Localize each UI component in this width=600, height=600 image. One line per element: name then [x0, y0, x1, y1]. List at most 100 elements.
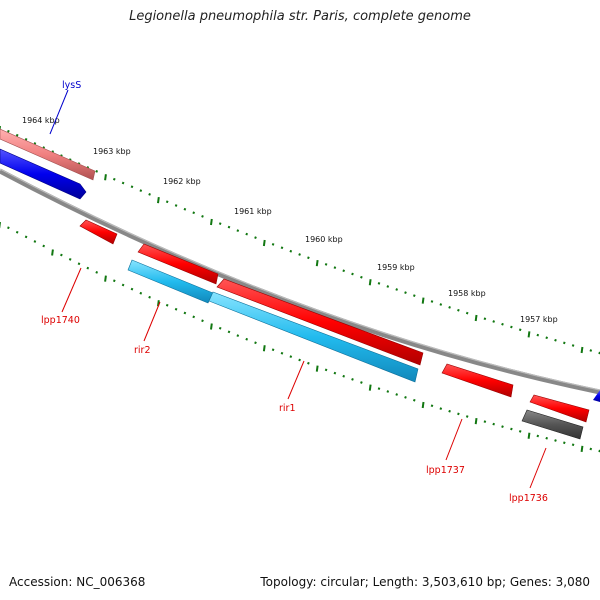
minor-tick	[465, 415, 469, 418]
red-gene[interactable]	[137, 243, 219, 285]
minor-tick	[404, 291, 407, 294]
minor-tick	[174, 204, 178, 207]
minor-tick	[501, 425, 504, 428]
minor-tick	[192, 211, 196, 215]
minor-tick	[121, 181, 125, 185]
minor-tick	[174, 307, 178, 311]
minor-tick	[289, 249, 293, 253]
major-tick	[368, 279, 372, 286]
minor-tick	[139, 291, 143, 295]
kbp-label: 1960 kbp	[305, 235, 343, 244]
minor-tick	[571, 443, 575, 447]
minor-tick	[192, 315, 196, 319]
minor-tick	[342, 269, 346, 273]
major-tick	[421, 297, 425, 304]
minor-tick	[439, 407, 443, 410]
minor-tick	[95, 170, 99, 173]
minor-tick	[130, 185, 134, 189]
major-tick	[157, 196, 160, 204]
minor-tick	[518, 328, 522, 332]
minor-tick	[7, 129, 10, 133]
gene-label-lpp1737: lpp1737	[426, 465, 465, 476]
minor-tick	[15, 230, 19, 234]
minor-tick	[360, 381, 363, 384]
minor-tick	[351, 272, 354, 276]
lpp1736-gene[interactable]	[529, 394, 590, 423]
lpp1737-pointer	[445, 418, 463, 461]
minor-tick	[77, 262, 81, 266]
red-gene[interactable]	[216, 278, 424, 366]
minor-tick	[562, 341, 566, 345]
major-tick	[210, 323, 213, 330]
minor-tick	[412, 398, 416, 402]
minor-tick	[510, 325, 513, 329]
gray-gene[interactable]	[521, 409, 584, 440]
kbp-label: 1959 kbp	[377, 263, 415, 272]
major-tick	[51, 249, 54, 256]
minor-tick	[395, 288, 399, 291]
major-tick	[580, 346, 584, 354]
minor-tick	[457, 308, 460, 312]
kbp-label: 1958 kbp	[448, 289, 486, 298]
minor-tick	[545, 336, 549, 340]
minor-tick	[130, 287, 134, 291]
major-tick	[474, 417, 478, 425]
minor-tick	[24, 235, 28, 239]
minor-tick	[218, 326, 222, 330]
minor-tick	[280, 351, 284, 355]
lpp1740-gene[interactable]	[79, 219, 118, 245]
minor-tick	[457, 412, 460, 416]
minor-tick	[562, 441, 566, 445]
minor-tick	[254, 236, 257, 239]
minor-tick	[227, 225, 231, 229]
major-tick	[104, 275, 107, 282]
kbp-label: 1963 kbp	[93, 147, 131, 156]
minor-tick	[60, 253, 63, 257]
blue-gene[interactable]	[0, 148, 87, 200]
minor-tick	[342, 374, 346, 378]
blue-gene-edge[interactable]	[593, 390, 600, 402]
major-tick	[527, 432, 531, 439]
minor-tick	[139, 189, 143, 192]
accession-text: Accession: NC_006368	[9, 575, 146, 589]
minor-tick	[492, 422, 496, 426]
lysS-gene[interactable]	[0, 128, 96, 181]
rir1-gene[interactable]	[208, 291, 419, 383]
minor-tick	[554, 439, 557, 442]
minor-tick	[333, 266, 337, 269]
minor-tick	[236, 229, 240, 232]
lpp1737-gene[interactable]	[441, 363, 514, 398]
minor-tick	[351, 378, 354, 381]
minor-tick	[545, 436, 549, 440]
minor-tick	[483, 317, 487, 321]
minor-tick	[298, 358, 301, 362]
minor-tick	[165, 200, 169, 204]
minor-tick	[201, 319, 204, 323]
minor-tick	[448, 409, 451, 413]
minor-tick	[333, 371, 337, 375]
kbp-label: 1961 kbp	[234, 207, 272, 216]
major-tick	[315, 259, 319, 267]
rir1-pointer	[287, 360, 305, 400]
minor-tick	[33, 240, 37, 243]
genome-backbone	[0, 168, 600, 395]
minor-tick	[201, 215, 204, 218]
minor-tick	[589, 447, 593, 451]
minor-tick	[589, 349, 593, 352]
minor-tick	[412, 294, 416, 297]
rir2-pointer	[143, 301, 161, 342]
minor-tick	[227, 330, 231, 334]
minor-tick	[448, 306, 451, 309]
minor-tick	[112, 177, 116, 181]
minor-tick	[7, 226, 10, 230]
minor-tick	[483, 420, 487, 423]
minor-tick	[86, 266, 90, 270]
minor-tick	[536, 333, 540, 337]
minor-tick	[245, 337, 249, 341]
minor-tick	[183, 207, 187, 211]
major-tick	[315, 365, 319, 372]
lysS-pointer	[49, 89, 69, 135]
gene-label-lysS: lysS	[62, 80, 81, 91]
minor-tick	[95, 271, 99, 274]
